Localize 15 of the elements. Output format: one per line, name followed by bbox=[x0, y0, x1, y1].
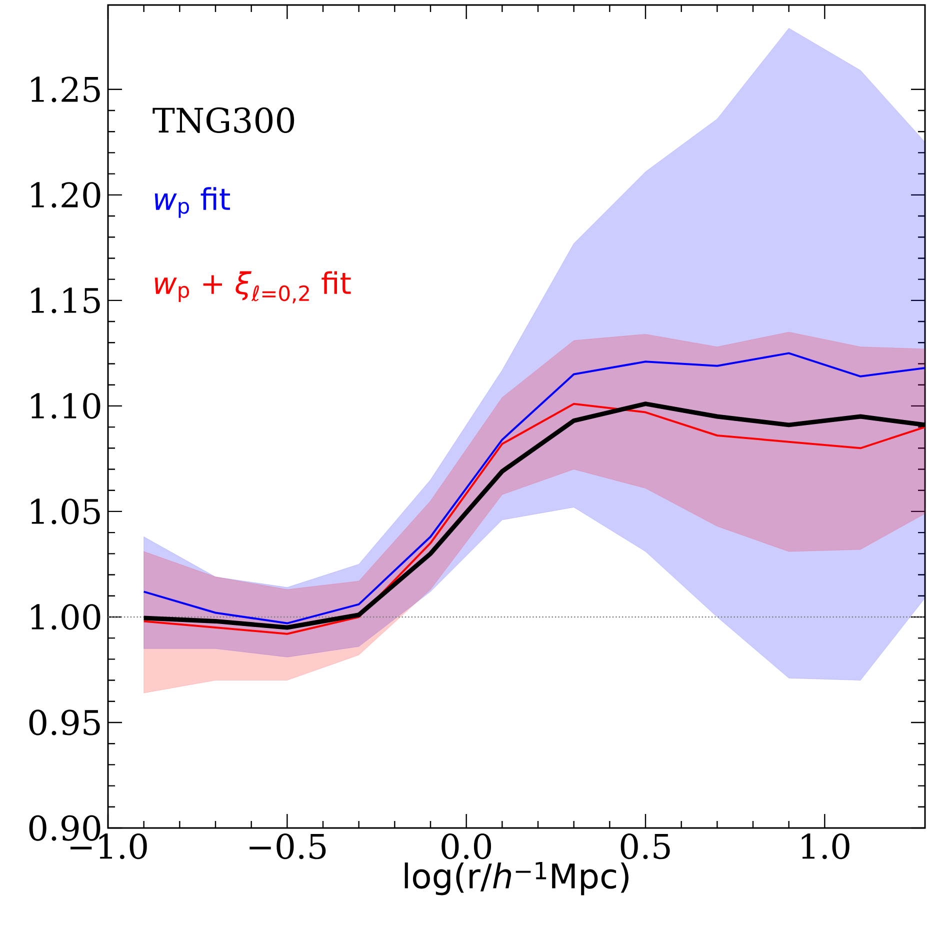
x-tick-label: 1.0 bbox=[802, 834, 850, 860]
y-tick-label: 1.10 bbox=[31, 393, 100, 419]
annotation: TNG300 bbox=[152, 107, 294, 134]
x-tick-label: −0.5 bbox=[250, 834, 326, 860]
y-tick-label: 1.05 bbox=[31, 498, 100, 524]
y-tick-label: 0.95 bbox=[29, 710, 100, 736]
text: w$_{p}$ + ξ$_{ℓ=0,2}$ fit bbox=[154, 271, 351, 304]
text: w$_{p}$ fit bbox=[154, 187, 230, 218]
y-tick-label: 1.00 bbox=[31, 604, 100, 630]
x-tick-label: 0.5 bbox=[620, 834, 670, 860]
y-tick-label: 1.20 bbox=[31, 182, 100, 208]
y-tick-label: 1.25 bbox=[31, 76, 100, 102]
x-axis-title: log(r/h$^{−1}$Mpc) bbox=[404, 862, 628, 896]
x-tick-label: 0.0 bbox=[442, 834, 492, 860]
y-tick-label: 1.15 bbox=[31, 288, 100, 314]
